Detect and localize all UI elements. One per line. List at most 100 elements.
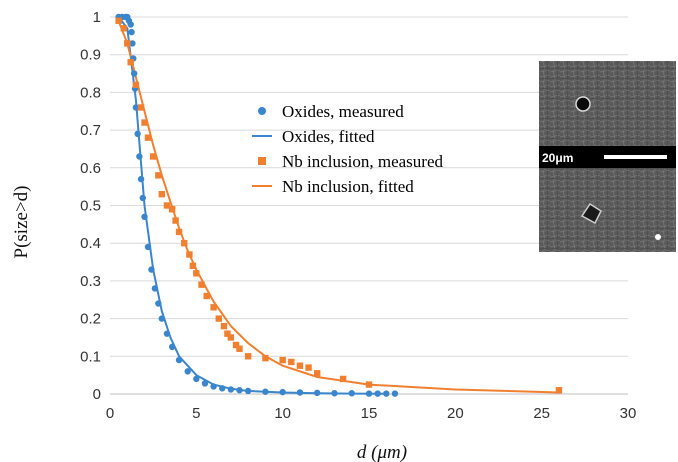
data-point-oxides [348, 390, 355, 397]
legend-label-oxides-fitted: Oxides, fitted [282, 127, 375, 146]
data-point-oxides [201, 380, 209, 387]
data-point-nb-inclusion [193, 270, 200, 277]
data-point-oxides [158, 315, 165, 322]
data-point-nb-inclusion [314, 370, 321, 377]
data-point-oxides [331, 390, 338, 397]
y-axis-title: P(size>d) [11, 186, 32, 259]
data-point-oxides [151, 285, 159, 292]
y-tick-label: 0.9 [80, 47, 101, 64]
data-point-nb-inclusion [210, 304, 217, 311]
data-point-oxides [137, 175, 145, 183]
legend-label-oxides-measured: Oxides, measured [282, 102, 404, 121]
sem-inset-bottom-image [539, 168, 676, 252]
data-point-nb-inclusion [227, 334, 235, 341]
data-point-nb-inclusion [124, 40, 131, 47]
scale-bar-label: 20μm [542, 151, 573, 165]
data-point-nb-inclusion [186, 251, 193, 258]
data-point-nb-inclusion [168, 206, 176, 213]
data-point-nb-inclusion [236, 345, 243, 352]
data-point-oxides [134, 130, 141, 138]
data-point-oxides [136, 153, 143, 160]
data-point-nb-inclusion [189, 262, 197, 270]
data-point-oxides [365, 390, 373, 397]
y-tick-label: 0.8 [80, 84, 101, 101]
data-point-nb-inclusion [181, 240, 188, 247]
data-point-oxides [163, 330, 171, 337]
data-point-nb-inclusion [175, 228, 183, 236]
scale-bar [604, 155, 667, 159]
y-tick-label: 0.3 [80, 273, 101, 290]
nb-inclusion-shape [580, 202, 602, 225]
data-point-nb-inclusion [555, 387, 563, 394]
legend-label-nb-inclusion-fitted: Nb inclusion, fitted [282, 177, 414, 196]
data-point-oxides [168, 343, 176, 351]
data-point-oxides [296, 389, 304, 396]
data-point-oxides [227, 386, 235, 393]
data-point-oxides [148, 266, 155, 273]
data-point-nb-inclusion [198, 281, 205, 288]
data-point-nb-inclusion [137, 104, 145, 111]
data-point-oxides [279, 388, 286, 396]
y-tick-label: 0.5 [80, 198, 101, 215]
x-tick-label: 5 [192, 405, 200, 422]
data-point-oxides [175, 356, 183, 364]
y-tick-label: 0 [93, 386, 101, 403]
x-axis-title: d (μm) [357, 442, 407, 462]
data-point-oxides [141, 213, 148, 221]
data-point-nb-inclusion [141, 119, 148, 126]
data-point-oxides [244, 387, 252, 395]
y-tick-label: 1 [93, 9, 101, 26]
small-particle [655, 234, 661, 240]
data-point-nb-inclusion [120, 25, 128, 32]
data-point-oxides [210, 383, 217, 390]
legend-swatch-nb-inclusion-measured [258, 157, 266, 165]
legend-label-nb-inclusion-measured: Nb inclusion, measured [282, 152, 443, 171]
data-point-oxides [193, 375, 200, 383]
plot-area [115, 13, 563, 397]
x-tick-label: 15 [361, 405, 378, 422]
y-tick-label: 0.1 [80, 348, 101, 365]
data-point-oxides [262, 388, 269, 395]
data-point-nb-inclusion [232, 341, 240, 349]
data-point-nb-inclusion [296, 362, 304, 369]
legend-swatch-oxides-measured [258, 107, 266, 115]
x-tick-label: 30 [620, 405, 637, 422]
data-point-oxides [144, 243, 152, 251]
data-point-nb-inclusion [158, 190, 165, 198]
data-point-nb-inclusion [127, 59, 134, 66]
data-point-oxides [391, 390, 399, 397]
data-point-nb-inclusion [215, 315, 222, 322]
data-point-oxides [314, 389, 321, 397]
tick-labels: 00.10.20.30.40.50.60.70.80.910 5 10 15 20 25 3… [80, 9, 636, 422]
data-point-nb-inclusion [279, 356, 286, 364]
data-point-nb-inclusion [115, 17, 122, 24]
grid [110, 16, 628, 395]
x-tick-label: 0 [106, 405, 114, 422]
y-tick-label: 0.2 [80, 311, 101, 328]
data-point-oxides [128, 28, 135, 36]
data-point-oxides [374, 390, 381, 397]
data-point-oxides [383, 390, 390, 397]
data-point-nb-inclusion [288, 358, 295, 366]
data-point-oxides [132, 104, 140, 111]
data-point-oxides [236, 387, 243, 394]
x-tick-label: 10 [274, 405, 291, 422]
y-tick-label: 0.7 [80, 122, 101, 139]
data-point-nb-inclusion [244, 353, 252, 360]
data-point-nb-inclusion [155, 172, 162, 179]
data-point-nb-inclusion [305, 364, 312, 371]
y-tick-label: 0.4 [80, 235, 101, 252]
data-point-oxides [127, 21, 134, 28]
inclusion-pore [575, 96, 591, 112]
data-point-nb-inclusion [203, 292, 210, 300]
sem-inset: 20μm [539, 61, 676, 252]
sem-inset-top-image [539, 61, 676, 146]
data-point-nb-inclusion [224, 330, 231, 337]
data-point-nb-inclusion [365, 381, 373, 388]
data-point-oxides [155, 300, 162, 307]
x-tick-label: 20 [447, 405, 464, 422]
data-point-oxides [129, 40, 136, 47]
data-point-oxides [184, 368, 191, 375]
data-point-nb-inclusion [220, 322, 228, 330]
